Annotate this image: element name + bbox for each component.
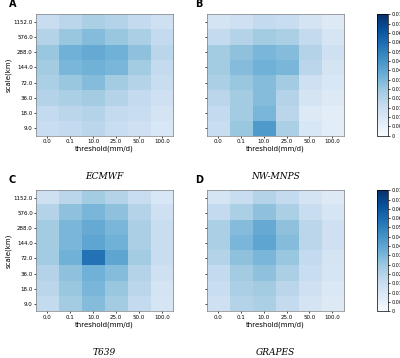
Text: T639: T639: [93, 348, 116, 357]
Text: C: C: [8, 175, 16, 185]
Y-axis label: scale(km): scale(km): [5, 58, 12, 92]
Text: ECMWF: ECMWF: [86, 172, 124, 181]
X-axis label: threshold(mm/d): threshold(mm/d): [75, 322, 134, 328]
X-axis label: threshold(mm/d): threshold(mm/d): [246, 146, 304, 153]
X-axis label: threshold(mm/d): threshold(mm/d): [246, 322, 304, 328]
Text: B: B: [196, 0, 203, 9]
Text: A: A: [8, 0, 16, 9]
Text: NW-MNPS: NW-MNPS: [251, 172, 300, 181]
Text: D: D: [196, 175, 204, 185]
Y-axis label: scale(km): scale(km): [5, 234, 12, 268]
X-axis label: threshold(mm/d): threshold(mm/d): [75, 146, 134, 153]
Text: GRAPES: GRAPES: [256, 348, 295, 357]
